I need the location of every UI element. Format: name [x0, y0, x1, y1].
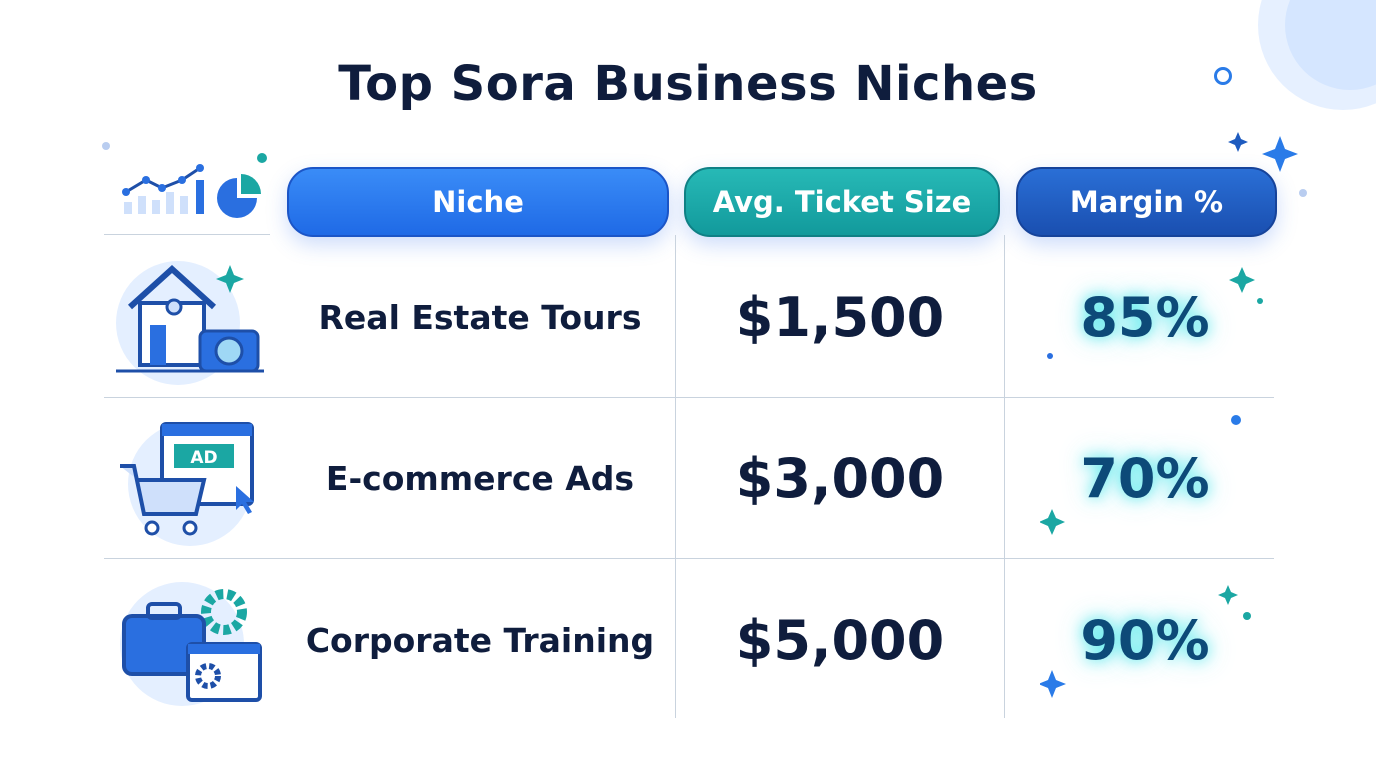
sparkle-icon	[1228, 132, 1307, 197]
icon-header-divider	[104, 234, 270, 235]
column-divider	[1004, 235, 1005, 718]
ticket-size-value: $1,500	[735, 285, 945, 349]
column-divider	[675, 235, 676, 718]
margin-value: 85%	[1080, 285, 1210, 349]
row-divider	[104, 558, 1274, 559]
niche-name: E-commerce Ads	[325, 458, 635, 498]
table-row: AD E-commerce Ads $3,000 70%	[0, 398, 1376, 558]
column-header-margin: Margin %	[1016, 167, 1277, 237]
sparkle-icon	[1040, 267, 1263, 698]
row-divider	[104, 397, 1274, 398]
niche-name: Corporate Training	[305, 620, 655, 660]
niche-name: Real Estate Tours	[318, 297, 642, 337]
briefcase-gear-icon	[120, 582, 262, 706]
svg-text:AD: AD	[190, 448, 217, 468]
chart-analytics-icon	[102, 142, 267, 218]
page-title: Top Sora Business Niches	[338, 56, 1038, 112]
column-header-niche: Niche	[287, 167, 669, 237]
house-camera-icon	[116, 261, 264, 385]
decorative-ring	[1214, 67, 1232, 85]
table-row: Corporate Training $5,000 90%	[0, 560, 1376, 720]
ticket-size-value: $5,000	[735, 608, 945, 672]
ticket-size-value: $3,000	[735, 446, 945, 510]
margin-value: 70%	[1080, 446, 1210, 510]
shopping-cart-ad-icon: AD	[120, 422, 254, 546]
margin-value: 90%	[1080, 608, 1210, 672]
table-row: Real Estate Tours $1,500 85%	[0, 237, 1376, 397]
column-header-ticket-size: Avg. Ticket Size	[684, 167, 1000, 237]
